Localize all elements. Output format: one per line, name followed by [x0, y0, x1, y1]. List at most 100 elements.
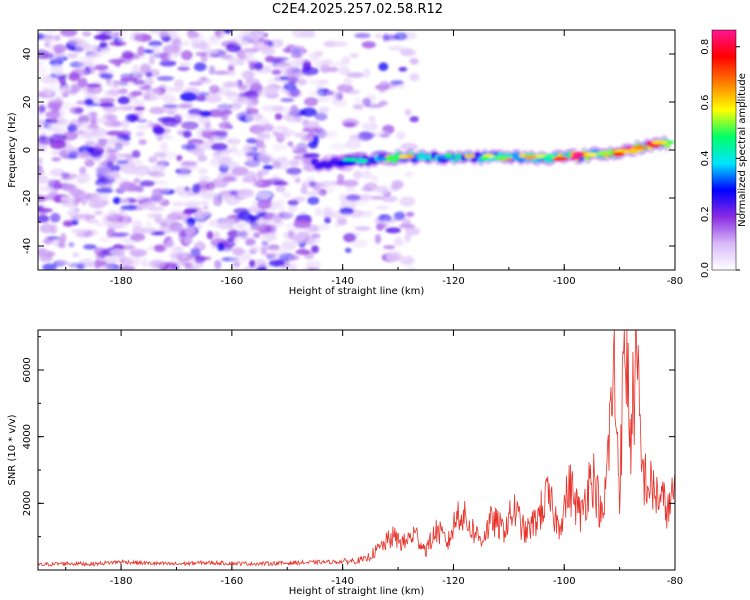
noise-blob [287, 46, 304, 56]
noise-blob [281, 240, 297, 251]
noise-blob [231, 106, 241, 112]
noise-blob [208, 65, 216, 75]
noise-blob [205, 94, 222, 103]
noise-blob [84, 98, 94, 106]
noise-blob [343, 212, 350, 219]
noise-blob [53, 179, 62, 190]
noise-blob [223, 30, 232, 34]
noise-blob [50, 64, 63, 74]
noise-blob [49, 83, 62, 92]
noise-blob [203, 49, 218, 55]
noise-blob [404, 108, 412, 116]
signal-hotspot [338, 161, 357, 166]
noise-blob [69, 215, 87, 221]
noise-blob [275, 185, 286, 193]
heatmap-x-tick-label: -120 [442, 276, 465, 287]
noise-blob [398, 66, 408, 72]
noise-blob [409, 73, 420, 82]
noise-blob [266, 77, 282, 84]
noise-blob [390, 80, 404, 85]
noise-blob [354, 97, 362, 106]
noise-blob [309, 190, 325, 196]
figure-title: C2E4.2025.257.02.58.R12 [271, 2, 444, 17]
noise-blob [383, 245, 396, 250]
noise-blob [310, 55, 319, 61]
noise-blob [280, 165, 288, 171]
noise-blob [180, 91, 197, 102]
noise-blob [344, 247, 352, 253]
noise-blob [72, 252, 80, 258]
noise-blob [194, 255, 206, 264]
noise-blob [38, 157, 44, 165]
line-y-tick-label: 2000 [22, 491, 33, 516]
noise-blob [106, 114, 118, 121]
noise-blob [87, 124, 100, 129]
noise-blob [333, 61, 346, 66]
noise-blob [388, 45, 406, 51]
noise-blob [385, 227, 401, 234]
noise-blob [386, 252, 403, 262]
noise-blob [153, 152, 167, 158]
heatmap-y-tick-label: 40 [22, 48, 33, 61]
noise-blob [95, 117, 109, 124]
noise-blob [400, 255, 415, 266]
noise-blob [73, 129, 86, 136]
noise-blob [399, 196, 416, 207]
noise-blob [111, 233, 128, 238]
noise-blob [132, 64, 140, 73]
noise-blob [47, 118, 59, 124]
noise-blob [377, 223, 387, 229]
noise-blob [235, 194, 249, 198]
noise-blob [95, 251, 106, 260]
noise-blob [322, 211, 334, 220]
noise-blob [237, 211, 253, 221]
noise-blob [263, 85, 280, 95]
line-y-axis-label: SNR (10 * v/v) [7, 414, 18, 485]
heatmap-plot: -180 -160 -140 -120 -100 -80 -40 -20 0 20 40 Height… [7, 29, 683, 297]
noise-blob [106, 148, 118, 154]
noise-blob [151, 188, 165, 198]
noise-blob [271, 143, 288, 152]
noise-blob [80, 196, 88, 206]
noise-blob [190, 266, 199, 270]
noise-blob [236, 32, 253, 43]
noise-blob [287, 199, 299, 206]
noise-blob [272, 181, 288, 186]
noise-blob [123, 257, 141, 267]
noise-blob [119, 181, 137, 192]
noise-blob [315, 129, 328, 139]
noise-blob [60, 172, 70, 178]
noise-blob [225, 47, 237, 52]
noise-blob [173, 113, 184, 121]
noise-blob [136, 118, 148, 123]
noise-blob [96, 187, 113, 194]
noise-blob [326, 90, 344, 98]
noise-blob [181, 121, 199, 130]
noise-blob [269, 248, 288, 258]
noise-blob [273, 218, 283, 223]
noise-blob [116, 35, 126, 43]
noise-blob [132, 79, 146, 86]
noise-blob [404, 233, 412, 243]
noise-blob [218, 32, 226, 39]
noise-blob [220, 40, 239, 48]
noise-blob [50, 212, 61, 223]
noise-blob [109, 40, 127, 47]
noise-blob [212, 151, 221, 157]
noise-blob [343, 77, 353, 86]
noise-blob [97, 98, 116, 103]
noise-blob [57, 184, 74, 190]
noise-blob [181, 50, 193, 61]
noise-blob [257, 169, 270, 176]
noise-blob [90, 115, 98, 125]
noise-blob [38, 33, 47, 40]
noise-blob [162, 103, 178, 109]
noise-blob [129, 32, 143, 42]
noise-blob [38, 61, 44, 66]
noise-blob [352, 104, 365, 110]
noise-blob [300, 30, 316, 39]
noise-blob [301, 66, 319, 76]
noise-blob [140, 63, 151, 74]
noise-blob [254, 144, 267, 149]
line-y-tick-label: 6000 [22, 357, 33, 382]
